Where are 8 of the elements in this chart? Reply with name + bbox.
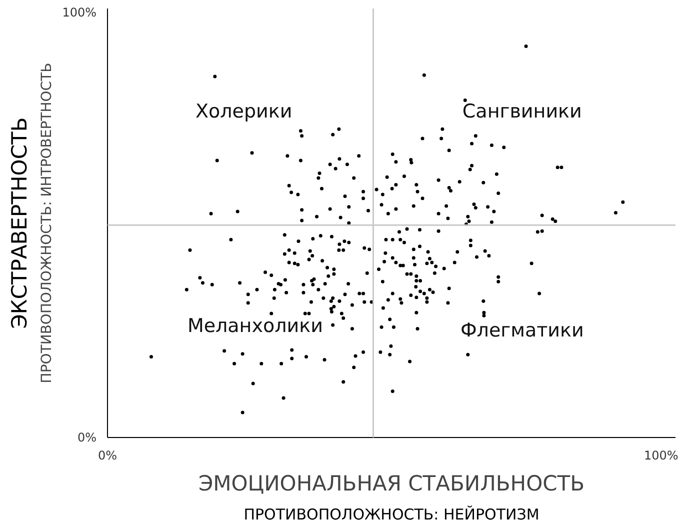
- annotation: Флегматики: [460, 319, 584, 342]
- annotation: Сангвиники: [462, 100, 582, 122]
- text: ПРОТИВОПОЛОЖНОСТЬ: ИНТРОВЕРТНОСТЬ: [39, 62, 56, 384]
- y-axis-title: ЭКСТРАВЕРТНОСТЬ: [8, 117, 32, 329]
- text: ПРОТИВОПОЛОЖНОСТЬ: НЕЙРОТИЗМ: [244, 506, 540, 524]
- x-axis-title: ЭМОЦИОНАЛЬНАЯ СТАБИЛЬНОСТЬ: [198, 472, 585, 496]
- annotation: Холерики: [195, 100, 292, 122]
- annotation: Меланхолики: [187, 314, 323, 337]
